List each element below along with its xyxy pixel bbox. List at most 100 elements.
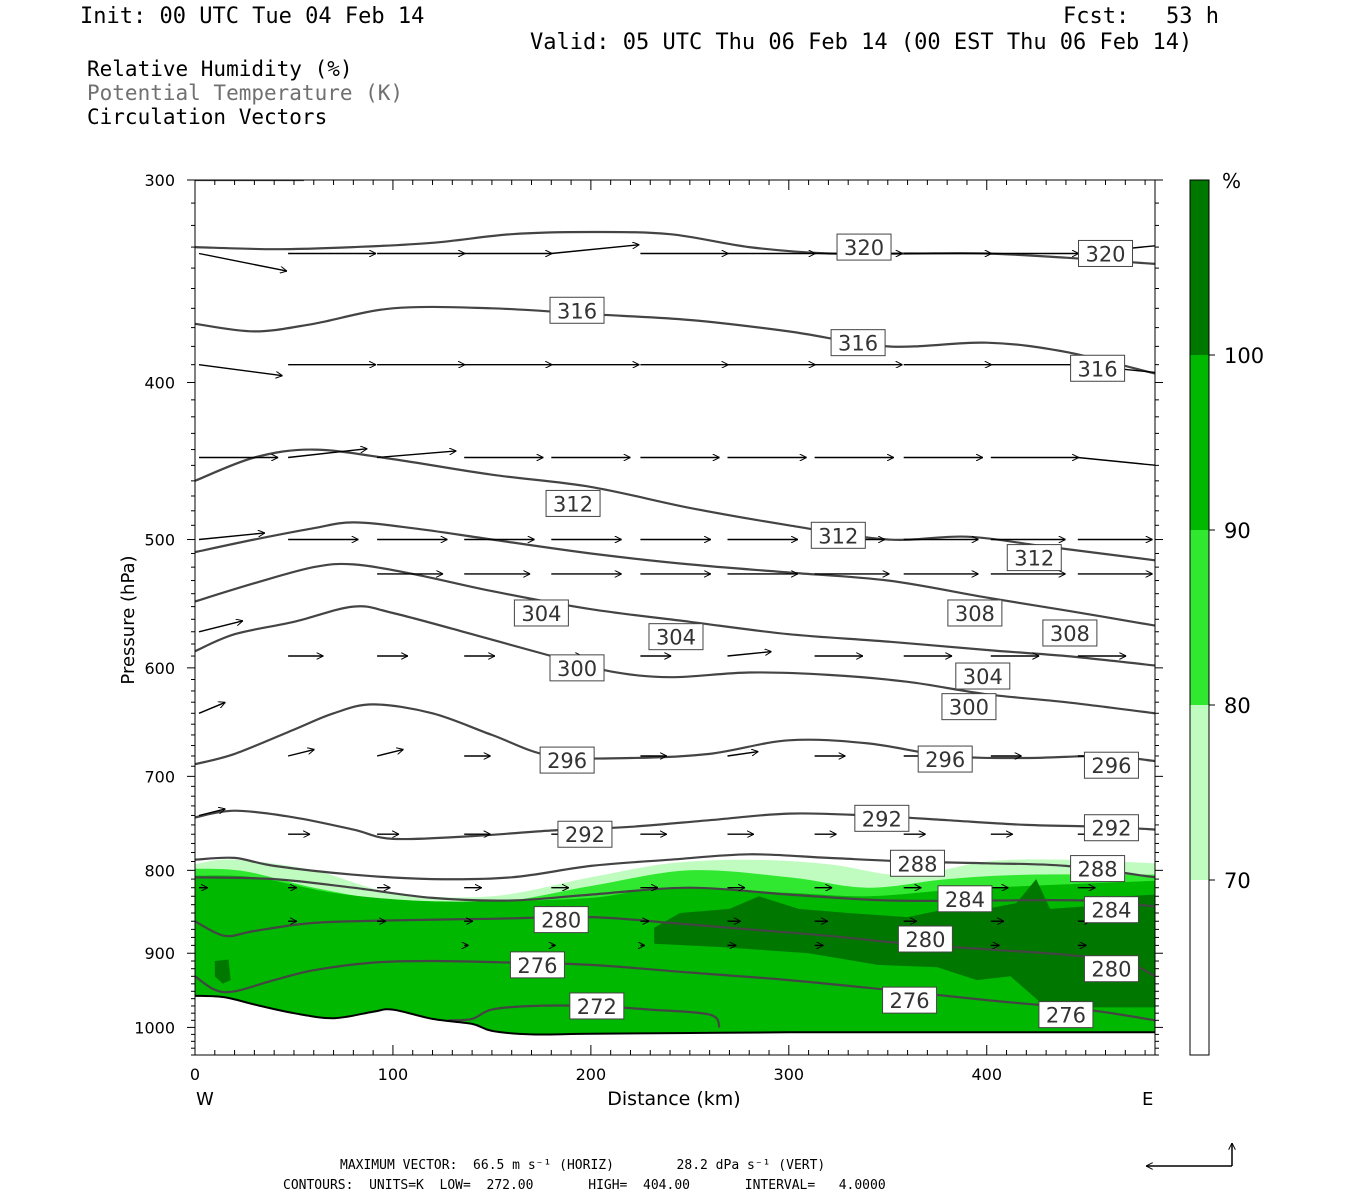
contour-label-288: 288 [889, 849, 945, 877]
contour-label-text: 312 [818, 524, 858, 548]
y-tick-label: 500 [144, 531, 175, 550]
legend-relative-humidity: Relative Humidity (%) [87, 57, 353, 81]
contour-label-304: 304 [648, 623, 704, 651]
plot-frame [194, 179, 1156, 1056]
contour-label-276: 276 [509, 951, 565, 979]
contour-label-284: 284 [937, 885, 993, 913]
colorbar-tick-label: 90 [1224, 519, 1251, 543]
contour-label-276: 276 [1038, 1001, 1094, 1029]
theta-contour-312 [195, 448, 1155, 562]
contour-label-288: 288 [1070, 855, 1126, 883]
y-tick-label: 400 [144, 373, 175, 392]
contour-label-276: 276 [882, 986, 938, 1014]
contour-label-text: 276 [517, 954, 557, 978]
circulation-vector [198, 533, 265, 541]
contour-label-296: 296 [1083, 751, 1139, 779]
circulation-vector [198, 809, 225, 817]
circulation-vector [376, 749, 403, 757]
y-tick-label: 700 [144, 767, 175, 786]
y-tick-label: 300 [144, 171, 175, 190]
x-axis-title: Distance (km) [607, 1088, 740, 1110]
circulation-vector [1077, 456, 1155, 466]
x-tick-label: 0 [190, 1065, 200, 1084]
y-tick-label: 600 [144, 659, 175, 678]
contour-label-text: 272 [577, 995, 617, 1019]
contour-label-text: 316 [557, 299, 597, 323]
contour-label-280: 280 [533, 906, 589, 934]
colorbar-band [1190, 355, 1209, 530]
contour-label-304: 304 [955, 662, 1011, 690]
contour-label-304: 304 [513, 599, 569, 627]
contour-label-text: 280 [905, 928, 945, 952]
colorbar-tick-label: 70 [1224, 869, 1251, 893]
y-tick-label: 800 [144, 861, 175, 880]
contour-label-316: 316 [1070, 354, 1126, 382]
contour-label-292: 292 [1083, 814, 1139, 842]
legend-potential-temperature: Potential Temperature (K) [87, 81, 404, 105]
colorbar-band [1190, 530, 1209, 705]
contour-label-296: 296 [917, 745, 973, 773]
contour-label-text: 280 [541, 909, 581, 933]
contour-label-296: 296 [539, 746, 595, 774]
y-tick-label: 1000 [134, 1018, 175, 1037]
x-tick-label: 400 [971, 1065, 1002, 1084]
y-tick-label: 900 [144, 944, 175, 963]
theta-contour-272 [448, 1004, 721, 1029]
circulation-vector [288, 449, 367, 459]
contour-label-284: 284 [1083, 896, 1139, 924]
contour-label-text: 292 [565, 823, 605, 847]
colorbar-band [1190, 880, 1209, 1055]
east-end-label: E [1142, 1089, 1153, 1110]
below-ground-mask [195, 995, 1155, 1055]
contour-label-272: 272 [569, 992, 625, 1020]
contour-label-text: 284 [945, 888, 985, 912]
theta-contour-292 [195, 809, 1155, 841]
colorbar-tick-label: 80 [1224, 694, 1251, 718]
theta-contour-316 [195, 305, 1155, 375]
contour-label-text: 316 [1078, 357, 1118, 381]
valid-time: Valid: 05 UTC Thu 06 Feb 14 (00 EST Thu … [530, 30, 1193, 55]
contour-label-text: 308 [955, 602, 995, 626]
x-tick-label: 100 [378, 1065, 409, 1084]
contour-label-280: 280 [1083, 955, 1139, 983]
colorbar-unit: % [1222, 169, 1241, 193]
contour-label-316: 316 [830, 329, 886, 357]
y-axis-title: Pressure (hPa) [118, 555, 139, 684]
reference-vector-icon [1146, 1143, 1232, 1166]
contour-label-text: 276 [1046, 1004, 1086, 1028]
contour-label-312: 312 [810, 521, 866, 549]
circulation-vector [198, 252, 287, 272]
contour-label-320: 320 [1078, 239, 1134, 267]
circulation-vector [287, 749, 314, 757]
circulation-vector [198, 364, 283, 376]
contour-label-text: 304 [963, 665, 1003, 689]
contour-label-text: 320 [1085, 242, 1125, 266]
contour-label-308: 308 [1042, 619, 1098, 647]
legend-circulation-vectors: Circulation Vectors [87, 105, 328, 129]
contour-label-312: 312 [1006, 544, 1062, 572]
footer-contours: CONTOURS: UNITS=K LOW= 272.00 HIGH= 404.… [283, 1178, 886, 1193]
colorbar-band [1190, 705, 1209, 880]
contour-label-280: 280 [897, 925, 953, 953]
circulation-vector [198, 621, 243, 633]
circulation-vector [198, 702, 225, 714]
contour-label-308: 308 [947, 599, 1003, 627]
west-end-label: W [196, 1089, 214, 1110]
contour-label-text: 308 [1050, 622, 1090, 646]
contour-label-300: 300 [941, 693, 997, 721]
theta-contour-284 [195, 876, 1155, 908]
contour-label-312: 312 [545, 489, 601, 517]
contour-label-320: 320 [836, 233, 892, 261]
contour-label-text: 296 [1091, 754, 1131, 778]
init-time: Init: 00 UTC Tue 04 Feb 14 [80, 4, 425, 29]
contour-label-292: 292 [854, 804, 910, 832]
circulation-vector [377, 451, 456, 459]
contour-label-text: 292 [1091, 817, 1131, 841]
contour-label-text: 312 [1014, 547, 1054, 571]
forecast-hour: 53 h [1166, 4, 1219, 29]
contour-label-text: 296 [925, 748, 965, 772]
contour-label-text: 292 [862, 807, 902, 831]
contour-label-text: 296 [547, 749, 587, 773]
ground-surface-line [195, 994, 1155, 1036]
